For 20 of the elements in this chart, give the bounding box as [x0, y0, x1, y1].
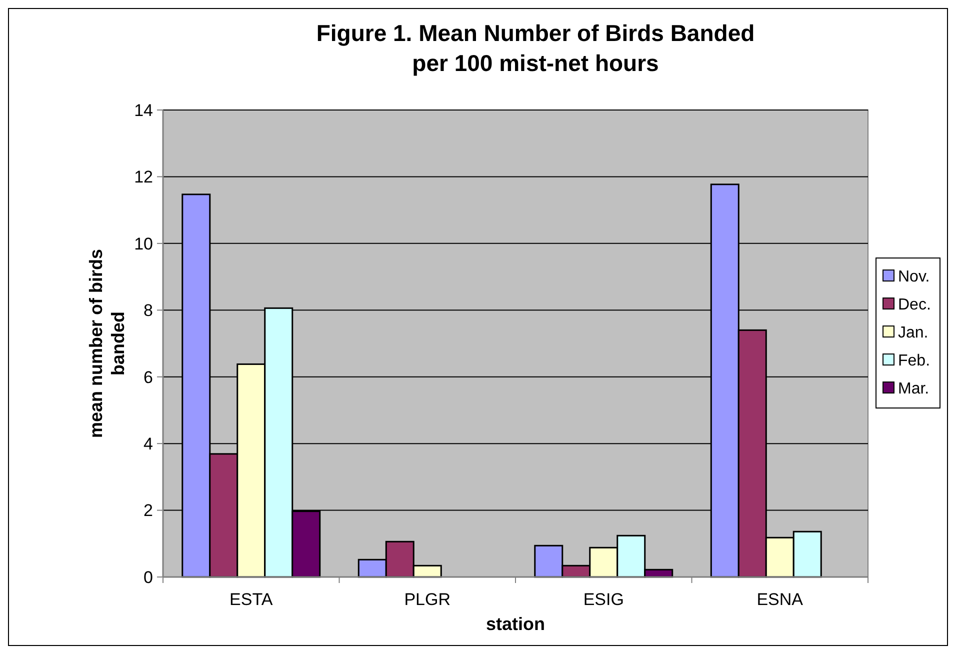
legend-label: Dec. [898, 296, 931, 314]
x-axis-title: station [486, 614, 546, 634]
y-axis-title: mean number of birds banded [86, 248, 128, 438]
y-tick-label: 4 [144, 434, 153, 454]
chart-title: Figure 1. Mean Number of Birds Banded per 100 mist-net hours [316, 20, 755, 76]
legend-label: Jan. [898, 324, 928, 342]
y-tick-label: 0 [144, 568, 153, 587]
y-tick-label: 10 [134, 234, 153, 254]
y-tick-label: 2 [144, 501, 153, 520]
x-tick-label: ESTA [230, 590, 274, 609]
y-tick-label: 14 [134, 100, 153, 120]
y-tick-label: 8 [144, 301, 153, 320]
x-tick-label: ESNA [756, 590, 804, 609]
legend-label: Feb. [898, 352, 930, 370]
y-tick-label: 6 [144, 368, 153, 387]
legend-label: Mar. [898, 380, 930, 398]
x-tick-label: PLGR [404, 590, 451, 609]
x-tick-label: ESIG [583, 590, 624, 609]
y-tick-label: 12 [134, 168, 153, 187]
legend-label: Nov. [898, 268, 930, 286]
